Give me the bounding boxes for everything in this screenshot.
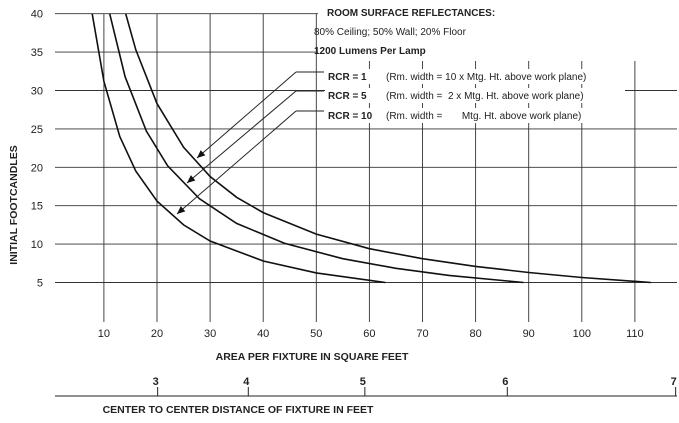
x-axis-title: AREA PER FIXTURE IN SQUARE FEET <box>216 351 409 363</box>
leader-2-diagonal <box>186 90 297 184</box>
legend-label-2: RCR = 5 <box>328 91 367 102</box>
x-tick-50: 50 <box>310 328 322 340</box>
legend: RCR = 1 (Rm. width = 10 x Mtg. Ht. above … <box>325 69 625 123</box>
distance-tick-5: 5 <box>360 376 366 388</box>
distance-tick-3: 3 <box>153 376 159 388</box>
y-tick-15: 15 <box>31 201 43 213</box>
y-tick-25: 25 <box>31 124 43 136</box>
y-tick-30: 30 <box>31 86 43 98</box>
distance-tick-6: 6 <box>502 376 508 388</box>
y-tick-5: 5 <box>37 278 43 290</box>
x-tick-110: 110 <box>626 328 644 340</box>
legend-label-1: RCR = 1 <box>328 72 367 83</box>
x-tick-20: 20 <box>151 328 163 340</box>
distance-tick-7: 7 <box>671 376 677 388</box>
x-tick-80: 80 <box>469 328 481 340</box>
x-tick-40: 40 <box>257 328 269 340</box>
lumens-note: 1200 Lumens Per Lamp <box>314 46 426 57</box>
arrowhead-3 <box>177 206 186 214</box>
x-tick-70: 70 <box>416 328 428 340</box>
leader-3-diagonal <box>176 110 297 215</box>
x-tick-10: 10 <box>98 328 110 340</box>
legend-desc-3: (Rm. width = Mtg. Ht. above work plane) <box>386 111 581 122</box>
y-axis-title: INITIAL FOOTCANDLES <box>8 145 20 264</box>
legend-background-1 <box>325 69 625 84</box>
arrowhead-1 <box>197 150 206 158</box>
reflectance-values: 80% Ceiling; 50% Wall; 20% Floor <box>314 27 467 38</box>
legend-label-3: RCR = 10 <box>328 111 373 122</box>
y-tick-40: 40 <box>31 9 43 21</box>
legend-desc-2: (Rm. width = 2 x Mtg. Ht. above work pla… <box>386 91 584 102</box>
legend-background-2 <box>325 88 625 103</box>
leader-1-diagonal <box>196 71 297 159</box>
tick-labels: 5 10 15 20 25 30 35 40 10 20 30 40 50 60 70 80 90 100 110 <box>31 9 644 340</box>
x-tick-60: 60 <box>363 328 375 340</box>
series-line-rcr-3 <box>91 13 386 284</box>
x-tick-100: 100 <box>573 328 591 340</box>
leader-arrows <box>176 71 324 215</box>
arrowhead-2 <box>187 175 196 183</box>
x-tick-90: 90 <box>523 328 535 340</box>
x-tick-30: 30 <box>204 328 216 340</box>
series-line-rcr-1 <box>124 13 651 284</box>
notes-background <box>318 2 678 61</box>
curves <box>91 13 651 284</box>
distance-axis: 345678910 <box>153 376 677 396</box>
reflectance-heading: ROOM SURFACE REFLECTANCES: <box>327 8 495 19</box>
legend-desc-1: (Rm. width = 10 x Mtg. Ht. above work pl… <box>386 72 586 83</box>
series-line-rcr-2 <box>108 13 524 284</box>
y-tick-20: 20 <box>31 162 43 174</box>
distance-tick-4: 4 <box>243 376 250 388</box>
y-tick-10: 10 <box>31 239 43 251</box>
y-tick-35: 35 <box>31 47 43 59</box>
legend-background-3 <box>325 108 625 123</box>
distance-axis-title: CENTER TO CENTER DISTANCE OF FIXTURE IN … <box>103 404 374 416</box>
